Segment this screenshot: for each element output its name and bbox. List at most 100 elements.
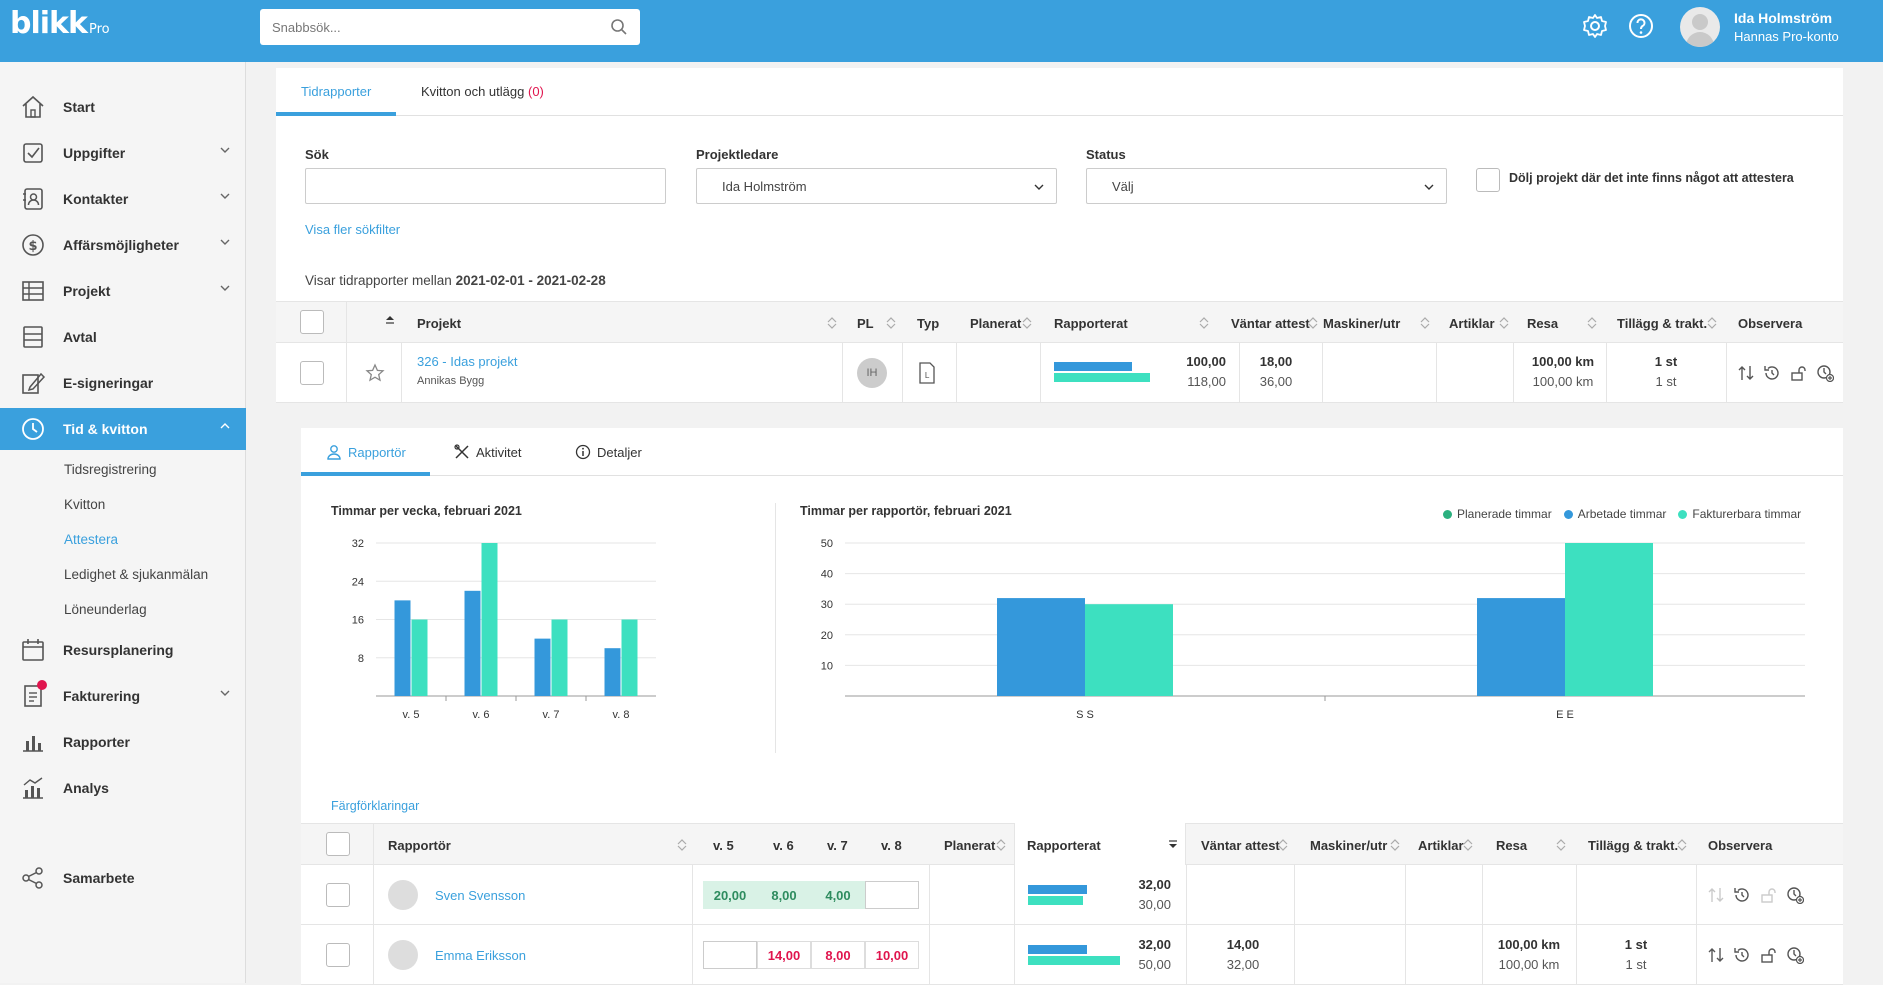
project-link[interactable]: 326 - Idas projekt <box>417 354 518 369</box>
unlock-icon[interactable] <box>1760 886 1778 904</box>
sidebar-item-avtal[interactable]: Avtal <box>0 316 246 358</box>
week-cell-v7[interactable]: 8,00 <box>811 941 865 969</box>
col-v8[interactable]: v. 8 <box>881 837 902 853</box>
select-all-reporters-checkbox[interactable] <box>326 832 350 856</box>
tab-rapportor[interactable]: Rapportör <box>326 444 406 460</box>
col-tillagg[interactable]: Tillägg & trakt. <box>1588 837 1679 853</box>
reporter-link[interactable]: Sven Svensson <box>435 888 526 903</box>
sidebar-item-projekt[interactable]: Projekt <box>0 270 246 312</box>
row-checkbox[interactable] <box>300 361 324 385</box>
sort-icon[interactable] <box>677 839 687 851</box>
sidebar-item-resursplanering[interactable]: Resursplanering <box>0 629 246 671</box>
sort-icon[interactable] <box>1707 317 1717 329</box>
col-maskiner[interactable]: Maskiner/utr <box>1310 837 1388 853</box>
row-checkbox[interactable] <box>326 943 350 967</box>
chevron-down-icon[interactable] <box>220 688 230 698</box>
unlock-icon[interactable] <box>1760 946 1778 964</box>
col-v5[interactable]: v. 5 <box>713 837 734 853</box>
col-resa[interactable]: Resa <box>1527 315 1559 331</box>
clock-add-icon[interactable] <box>1816 364 1834 382</box>
week-cell-v8[interactable] <box>865 881 919 909</box>
tab-aktivitet[interactable]: Aktivitet <box>454 444 522 460</box>
col-observera[interactable]: Observera <box>1708 837 1773 853</box>
status-select[interactable]: Välj <box>1086 168 1447 204</box>
chevron-down-icon[interactable] <box>220 283 230 293</box>
sort-icon[interactable] <box>1587 317 1597 329</box>
row-checkbox[interactable] <box>326 883 350 907</box>
history-icon[interactable] <box>1763 364 1781 382</box>
sidebar-item-rapporter[interactable]: Rapporter <box>0 721 246 763</box>
table-row[interactable]: Emma Eriksson 14,00 8,00 10,00 32,00 50,… <box>301 925 1843 985</box>
sidebar-item-kontakter[interactable]: Kontakter <box>0 178 246 220</box>
sidebar-subitem-attestera[interactable]: Attestera <box>64 532 119 547</box>
tab-detaljer[interactable]: Detaljer <box>575 444 642 460</box>
week-cell-v5[interactable] <box>703 941 757 969</box>
col-v6[interactable]: v. 6 <box>773 837 794 853</box>
select-all-checkbox[interactable] <box>300 310 324 334</box>
sidebar-item-uppgifter[interactable]: Uppgifter <box>0 132 246 174</box>
sidebar-subitem-tidsregistrering[interactable]: Tidsregistrering <box>64 462 157 477</box>
transfer-icon[interactable] <box>1737 364 1755 382</box>
chevron-down-icon[interactable] <box>220 191 230 201</box>
col-artiklar[interactable]: Artiklar <box>1418 837 1464 853</box>
sidebar-item-start[interactable]: Start <box>0 86 246 128</box>
sidebar-item-tid-kvitton[interactable]: Tid & kvitton <box>0 408 246 450</box>
sort-icon[interactable] <box>1463 839 1473 851</box>
sort-icon[interactable] <box>1390 839 1400 851</box>
clock-add-icon[interactable] <box>1786 886 1804 904</box>
col-vantar-attest[interactable]: Väntar attest <box>1201 837 1280 853</box>
sort-icon[interactable] <box>1022 317 1032 329</box>
help-icon[interactable] <box>1627 12 1655 40</box>
hide-projects-checkbox[interactable] <box>1476 168 1500 192</box>
history-icon[interactable] <box>1733 886 1751 904</box>
sort-icon[interactable] <box>1420 317 1430 329</box>
col-artiklar[interactable]: Artiklar <box>1449 315 1495 331</box>
sidebar-item-affarsmojligheter[interactable]: $ Affärsmöjligheter <box>0 224 246 266</box>
col-vantar-attest[interactable]: Väntar attest <box>1231 315 1310 331</box>
col-maskiner[interactable]: Maskiner/utr <box>1323 315 1401 331</box>
sort-icon[interactable] <box>1556 839 1566 851</box>
history-icon[interactable] <box>1733 946 1751 964</box>
tab-tidrapporter[interactable]: Tidrapporter <box>301 84 372 99</box>
sort-up-icon[interactable] <box>385 313 395 325</box>
table-row[interactable]: Sven Svensson 20,00 8,00 4,00 32,00 30,0… <box>301 865 1843 925</box>
col-resa[interactable]: Resa <box>1496 837 1528 853</box>
col-rapportor[interactable]: Rapportör <box>388 837 451 853</box>
star-icon[interactable] <box>365 363 385 383</box>
sort-icon[interactable] <box>1499 317 1509 329</box>
col-rapporterat[interactable]: Rapporterat <box>1027 837 1101 853</box>
col-pl[interactable]: PL <box>857 315 874 331</box>
sidebar-subitem-loneunderlag[interactable]: Löneunderlag <box>64 602 147 617</box>
week-cell-v6[interactable]: 8,00 <box>757 881 811 909</box>
sidebar-item-samarbete[interactable]: Samarbete <box>0 857 246 899</box>
table-row[interactable]: 326 - Idas projekt Annikas Bygg IH L 100… <box>276 343 1843 403</box>
sidebar-subitem-ledighet[interactable]: Ledighet & sjukanmälan <box>64 567 209 582</box>
sort-icon[interactable] <box>1308 317 1318 329</box>
clock-add-icon[interactable] <box>1786 946 1804 964</box>
week-cell-v6[interactable]: 14,00 <box>757 941 811 969</box>
col-planerat[interactable]: Planerat <box>970 315 1022 331</box>
sort-icon[interactable] <box>996 839 1006 851</box>
chevron-up-icon[interactable] <box>220 421 230 431</box>
unlock-icon[interactable] <box>1790 364 1808 382</box>
user-menu[interactable]: Ida Holmström Hannas Pro-konto <box>1680 7 1839 47</box>
sort-icon[interactable] <box>1677 839 1687 851</box>
search-icon[interactable] <box>610 18 628 36</box>
transfer-icon[interactable] <box>1707 886 1725 904</box>
col-observera[interactable]: Observera <box>1738 315 1803 331</box>
col-typ[interactable]: Typ <box>917 315 940 331</box>
quick-search-input[interactable]: Snabbsök... <box>260 9 640 45</box>
week-cell-v8[interactable]: 10,00 <box>865 941 919 969</box>
reporter-link[interactable]: Emma Eriksson <box>435 948 527 963</box>
sidebar-item-e-signeringar[interactable]: E-signeringar <box>0 362 246 404</box>
sidebar-subitem-kvitton[interactable]: Kvitton <box>64 497 106 512</box>
more-filters-link[interactable]: Visa fler sökfilter <box>305 222 401 237</box>
blikk-logo[interactable]: blikk Pro <box>10 6 110 41</box>
sok-input[interactable] <box>305 168 666 204</box>
color-legend-link[interactable]: Färgförklaringar <box>331 799 420 813</box>
col-v7[interactable]: v. 7 <box>827 837 848 853</box>
sidebar-item-fakturering[interactable]: Fakturering <box>0 675 246 717</box>
chevron-down-icon[interactable] <box>220 237 230 247</box>
col-rapporterat[interactable]: Rapporterat <box>1054 315 1128 331</box>
projektledare-select[interactable]: Ida Holmström <box>696 168 1057 204</box>
